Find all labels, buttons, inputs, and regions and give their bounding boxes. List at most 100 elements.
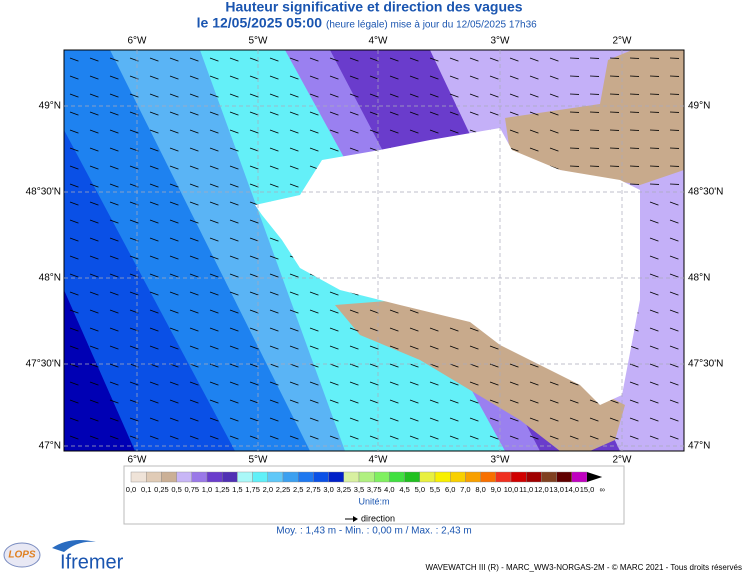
wave-arrow xyxy=(69,309,79,314)
lon-label: 4°W xyxy=(369,455,389,466)
wave-arrow xyxy=(69,255,79,260)
wave-arrow xyxy=(329,93,339,98)
wave-arrow xyxy=(289,345,299,350)
wave-arrow xyxy=(329,327,339,332)
wave-arrow xyxy=(69,435,79,440)
wave-arrow xyxy=(269,309,279,314)
wave-arrow xyxy=(69,237,79,242)
wave-arrow xyxy=(529,147,539,152)
wave-arrow xyxy=(89,129,99,134)
wave-arrow xyxy=(249,129,259,134)
wave-arrow xyxy=(409,309,419,314)
wave-arrow xyxy=(249,327,259,332)
wave-arrow xyxy=(589,435,599,440)
wave-arrow xyxy=(549,75,559,80)
wave-arrow xyxy=(169,309,179,314)
wave-arrow xyxy=(589,399,599,404)
wave-arrow xyxy=(329,345,339,350)
wave-arrow xyxy=(129,417,139,422)
wave-arrow xyxy=(89,345,99,350)
wave-arrow xyxy=(349,309,359,314)
wave-arrow xyxy=(369,309,379,314)
lat-label: 48°N xyxy=(688,273,710,284)
wave-arrow xyxy=(549,129,559,134)
legend-swatch xyxy=(130,471,147,483)
logo1-badge xyxy=(3,542,41,568)
wave-arrow xyxy=(149,219,159,224)
lat-label: 47°30'N xyxy=(688,359,723,370)
wave-arrow xyxy=(429,111,439,116)
wave-arrow xyxy=(409,327,419,332)
wave-arrow xyxy=(109,327,119,332)
wave-arrow xyxy=(169,363,179,368)
wave-arrow xyxy=(229,255,239,260)
wave-arrow xyxy=(89,165,99,170)
legend-swatch xyxy=(556,471,572,483)
wave-arrow xyxy=(89,255,99,260)
wave-arrow xyxy=(349,435,359,440)
legend-swatch xyxy=(541,471,557,483)
lat-label: 47°30'N xyxy=(26,359,61,370)
credits: WAVEWATCH III (R) - MARC_WW3-NORGAS-2M -… xyxy=(426,563,742,572)
wave-arrow xyxy=(529,381,539,386)
wave-arrow xyxy=(329,129,339,134)
unit: Unité:m xyxy=(358,496,389,506)
land xyxy=(335,300,625,451)
wave-arrow xyxy=(189,327,199,332)
lat-label: 47°N xyxy=(39,441,61,452)
wave-arrow xyxy=(189,345,199,350)
wave-arrow xyxy=(409,93,419,98)
wave-arrow xyxy=(149,93,159,98)
wave-arrow xyxy=(149,399,159,404)
legend-label: 1,25 xyxy=(215,485,230,494)
wave-arrow xyxy=(449,345,459,350)
wave-arrow xyxy=(269,327,279,332)
wave-arrow xyxy=(369,435,379,440)
wave-arrow xyxy=(69,273,79,278)
legend-swatch xyxy=(358,471,375,483)
wave-arrow xyxy=(229,291,239,296)
wave-arrow xyxy=(669,255,679,260)
wave-arrow xyxy=(169,183,179,188)
legend-label: 3,75 xyxy=(367,485,382,494)
wave-arrow xyxy=(169,399,179,404)
wave-arrow xyxy=(169,75,179,80)
wave-arrow xyxy=(269,75,279,80)
wave-arrow xyxy=(309,399,319,404)
wave-arrow xyxy=(69,147,79,152)
wave-arrow xyxy=(469,363,479,368)
wave-arrow xyxy=(469,75,479,80)
wave-arrow xyxy=(109,363,119,368)
wave-arrow xyxy=(229,93,239,98)
lat-label: 49°N xyxy=(688,101,710,112)
wave-arrow xyxy=(269,165,279,170)
wave-arrow xyxy=(449,381,459,386)
wave-arrow xyxy=(509,57,519,62)
lon-label: 4°W xyxy=(369,36,389,47)
wave-arrow xyxy=(409,75,419,80)
wave-arrow xyxy=(129,291,139,296)
wave-arrow xyxy=(209,165,219,170)
wave-arrow xyxy=(489,381,499,386)
direction-arrow-head xyxy=(353,516,358,522)
lat-label: 48°N xyxy=(39,273,61,284)
wave-arrow xyxy=(189,309,199,314)
wave-arrow xyxy=(189,399,199,404)
wave-arrow xyxy=(449,363,459,368)
wave-arrow xyxy=(589,417,599,422)
wave-arrow xyxy=(529,93,539,98)
wave-arrow xyxy=(169,327,179,332)
wave-arrow xyxy=(429,417,439,422)
wave-arrow xyxy=(109,57,119,62)
wave-arrow xyxy=(329,417,339,422)
wave-arrow xyxy=(229,435,239,440)
legend-swatch xyxy=(145,471,162,483)
update: (heure légale) mise à jour du 12/05/2025… xyxy=(326,20,537,31)
wave-arrow xyxy=(289,309,299,314)
wave-arrow xyxy=(389,57,399,62)
wave-arrow xyxy=(629,417,639,422)
wave-arrow xyxy=(529,75,539,80)
lat-label: 47°N xyxy=(688,441,710,452)
wave-arrow xyxy=(289,165,299,170)
wave-arrow xyxy=(509,381,519,386)
